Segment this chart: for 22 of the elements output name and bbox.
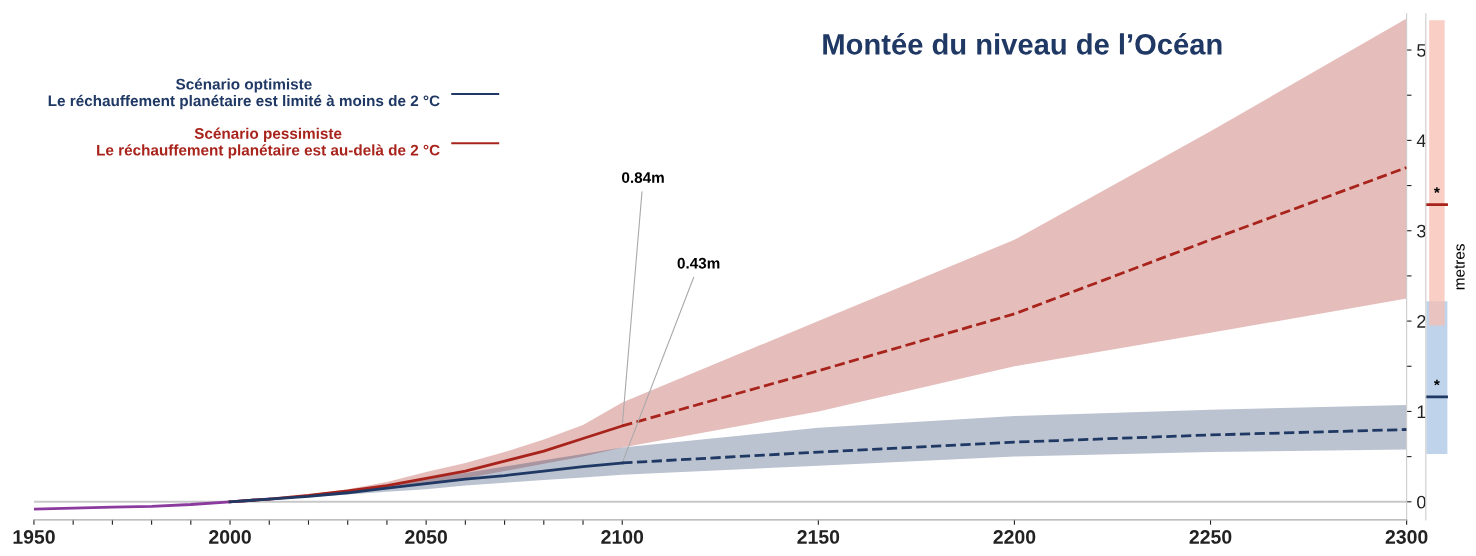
ref-line-label: * <box>1433 187 1440 193</box>
annotation: 0.84m <box>622 172 664 183</box>
legend-label: Scénario pessimiste Le réchauffement planétaire est au-delà de 2 °C <box>97 127 440 159</box>
annotation: 0.43m <box>677 257 720 269</box>
x-tick-label: 2150 <box>797 530 840 544</box>
y-tick-label: 1 <box>1417 405 1426 418</box>
x-tick-label: 2200 <box>993 530 1036 544</box>
text: Montée du niveau de l’Océan <box>823 32 1222 55</box>
x-tick-label: 2250 <box>1189 530 1232 544</box>
ref-line-label: * <box>1433 379 1440 386</box>
y-tick-label: 0 <box>1417 495 1426 509</box>
y-tick-label: 2 <box>1417 315 1426 328</box>
x-tick-label: 2000 <box>209 530 251 544</box>
y-tick-label: 5 <box>1417 44 1426 57</box>
x-tick-label: 2050 <box>405 530 447 544</box>
legend-label: Scénario optimiste Le réchauffement planétaire est limité à moins de 2 °C <box>48 78 440 110</box>
y-tick-label: 3 <box>1417 224 1426 238</box>
x-tick-label: 2300 <box>1385 530 1428 544</box>
x-tick-label: 2100 <box>601 530 644 544</box>
y-axis-title: metres <box>1454 244 1465 290</box>
x-tick-label: 1950 <box>13 530 55 544</box>
y-tick-label: 4 <box>1416 134 1426 147</box>
